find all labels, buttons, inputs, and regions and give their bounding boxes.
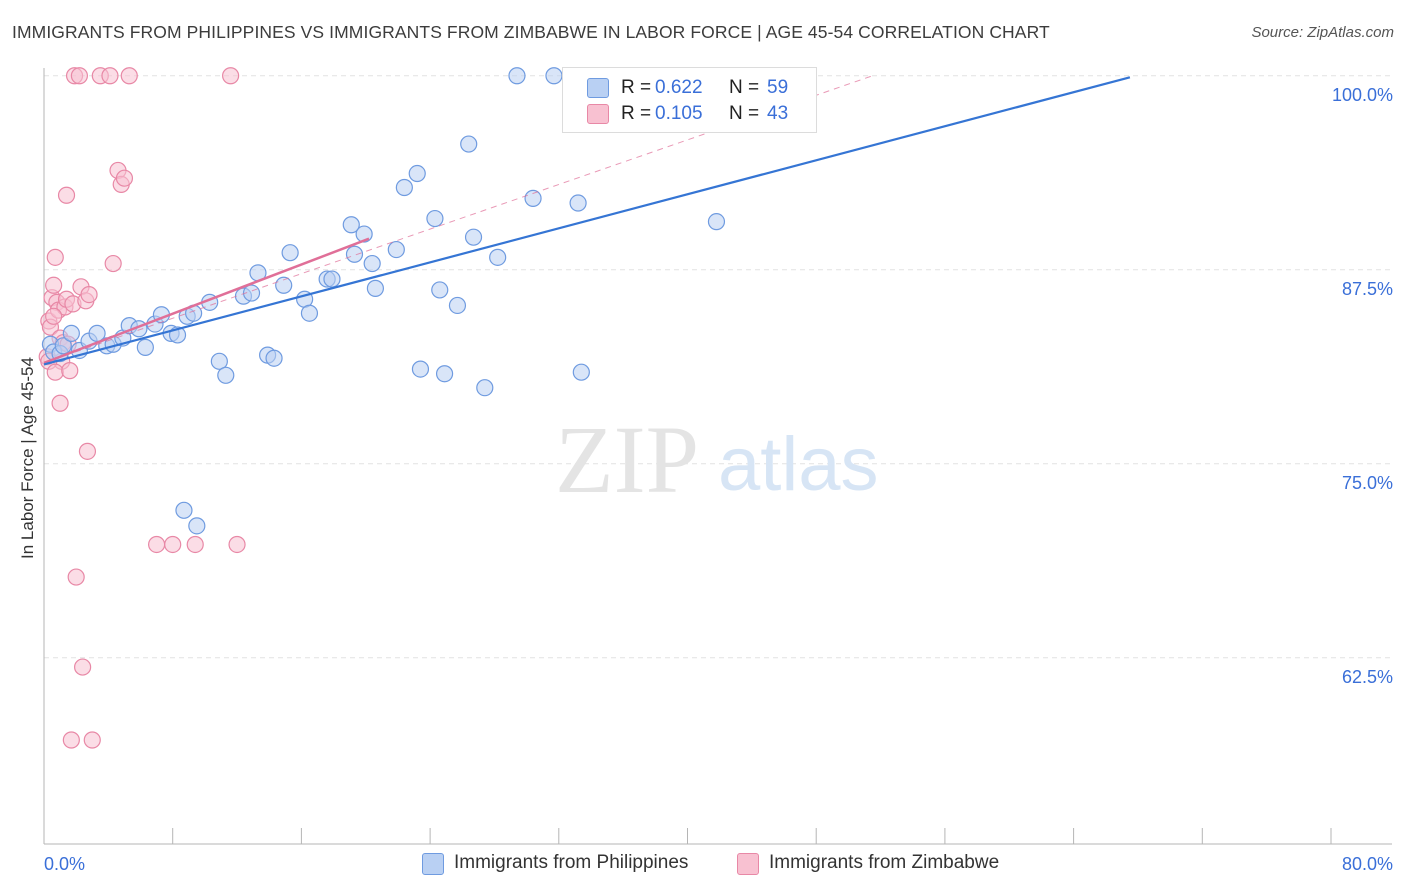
watermark: ZIP atlas — [555, 406, 879, 513]
zimbabwe-point — [222, 67, 240, 85]
philippines-point — [242, 284, 261, 302]
philippines-point — [395, 178, 413, 197]
zimbabwe-point — [70, 67, 88, 85]
philippines-point — [323, 270, 341, 288]
philippines-point — [345, 245, 364, 263]
y-tick-label: 100.0% — [1332, 85, 1393, 105]
zimbabwe-point — [46, 248, 64, 266]
y-tick-label: 62.5% — [1342, 667, 1393, 687]
philippines-point — [524, 189, 542, 207]
bottom-legend-swatch-zimbabwe — [737, 853, 759, 875]
philippines-point — [435, 365, 454, 383]
zimbabwe-point — [46, 363, 64, 381]
legend-swatch-philippines — [587, 78, 609, 98]
legend-r-label: R = — [621, 77, 652, 98]
zimbabwe-point — [164, 535, 182, 554]
chart-title: IMMIGRANTS FROM PHILIPPINES VS IMMIGRANT… — [12, 22, 1050, 42]
zimbabwe-point — [67, 568, 85, 586]
source-label: Source: ZipAtlas.com — [1251, 24, 1394, 41]
zimbabwe-point — [148, 535, 166, 554]
legend-r-label: R = — [621, 103, 652, 124]
philippines-point — [545, 67, 563, 85]
legend-swatch-zimbabwe — [587, 104, 609, 124]
legend-n-label: N = — [729, 77, 760, 98]
legend-r-value-philippines: 0.622 — [655, 77, 703, 98]
stats-legend: R = 0.622 N = 59 R = 0.105 N = 43 — [562, 67, 817, 133]
philippines-point — [217, 366, 235, 384]
philippines-point — [300, 304, 319, 322]
y-tick-label: 75.0% — [1342, 473, 1393, 493]
y-axis-label: In Labor Force | Age 45-54 — [18, 357, 37, 559]
philippines-point — [707, 213, 726, 231]
x-tick-label: 0.0% — [44, 854, 85, 874]
zimbabwe-point — [186, 535, 204, 554]
grid-lines — [44, 75, 1392, 659]
zimbabwe-trend-line — [43, 237, 370, 365]
philippines-point — [460, 135, 478, 153]
philippines-point — [464, 228, 483, 246]
zimbabwe-point — [57, 186, 76, 204]
watermark-atlas: atlas — [718, 422, 879, 507]
philippines-point — [569, 194, 587, 212]
zimbabwe-point — [45, 307, 63, 325]
philippines-point — [426, 209, 444, 228]
zimbabwe-point — [74, 658, 92, 676]
zimbabwe-point — [83, 731, 101, 749]
bottom-legend-swatch-philippines — [422, 853, 444, 875]
zimbabwe-point — [51, 394, 69, 412]
philippines-point — [363, 254, 381, 273]
philippines-trend-line — [43, 76, 1131, 366]
y-tick-label: 87.5% — [1342, 279, 1393, 299]
tick-labels: 62.5% 75.0% 87.5% 100.0% 0.0% 80.0% — [44, 85, 1393, 874]
philippines-point — [62, 324, 80, 342]
philippines-point — [136, 338, 154, 356]
philippines-point — [265, 349, 283, 367]
zimbabwe-point — [228, 535, 246, 554]
zimbabwe-point — [115, 169, 134, 187]
philippines-point — [210, 352, 228, 370]
legend-r-value-zimbabwe: 0.105 — [655, 103, 703, 124]
zimbabwe-point — [61, 362, 79, 380]
x-tick-label: 80.0% — [1342, 854, 1393, 874]
zimbabwe-point — [104, 254, 122, 273]
philippines-point — [508, 67, 526, 85]
philippines-point — [489, 248, 507, 266]
axes — [43, 68, 1392, 845]
legend-n-value-zimbabwe: 43 — [767, 103, 789, 124]
zimbabwe-point — [45, 276, 63, 294]
zimbabwe-point — [78, 442, 97, 460]
philippines-point — [431, 281, 449, 299]
zimbabwe-point — [80, 285, 98, 304]
philippines-point — [188, 517, 206, 535]
philippines-point — [411, 360, 430, 378]
zimbabwe-points — [38, 67, 246, 749]
bottom-legend-label-zimbabwe: Immigrants from Zimbabwe — [769, 852, 1000, 873]
philippines-point — [387, 240, 405, 259]
zimbabwe-point — [101, 67, 119, 85]
philippines-point — [54, 337, 72, 355]
philippines-point — [281, 244, 299, 262]
philippines-point — [175, 501, 193, 519]
bottom-legend-label-philippines: Immigrants from Philippines — [454, 852, 689, 873]
zimbabwe-point — [120, 67, 138, 85]
zimbabwe-point — [62, 731, 80, 749]
philippines-point — [572, 363, 590, 381]
philippines-point — [366, 279, 385, 297]
legend-n-value-philippines: 59 — [767, 77, 789, 98]
watermark-zip: ZIP — [555, 406, 699, 513]
philippines-point — [448, 296, 467, 315]
philippines-point — [476, 379, 494, 397]
philippines-point — [342, 216, 360, 234]
philippines-point — [408, 164, 426, 183]
philippines-point — [275, 276, 293, 294]
legend-n-label: N = — [729, 103, 760, 124]
